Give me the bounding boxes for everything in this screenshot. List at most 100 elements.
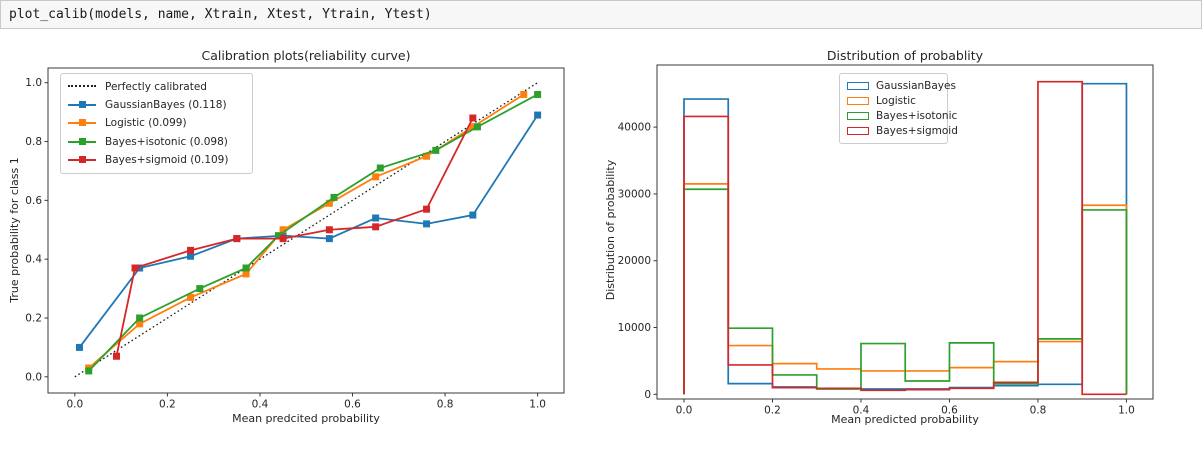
series-marker-logistic: [187, 293, 195, 301]
patch-swatch: [847, 111, 869, 120]
calibration-ylabel: True probability for class 1: [8, 157, 21, 303]
code-input[interactable]: plot_calib(models, name, Xtrain, Xtest, …: [9, 7, 432, 22]
series-marker-bayes+isotonic: [330, 193, 338, 201]
series-marker-bayes+sigmoid: [423, 205, 431, 213]
calibration-legend: Perfectly calibrated GaussianBayes (0.11…: [60, 73, 253, 174]
series-marker-bayes+sigmoid: [233, 235, 241, 243]
series-marker-bayes+isotonic: [136, 314, 144, 322]
series-marker-bayes+isotonic: [274, 232, 282, 240]
series-marker-gaussianbayes: [75, 343, 83, 351]
series-marker-bayes+sigmoid: [131, 264, 139, 272]
legend-item-bayes-isotonic: Bayes+isotonic: [847, 108, 957, 123]
x-tick-label: 0.0: [66, 399, 83, 411]
x-tick-label: 1.0: [529, 399, 546, 411]
dotted-line-swatch: [68, 82, 98, 92]
patch-swatch: [847, 81, 869, 90]
legend-item-perfectly-calibrated: Perfectly calibrated: [68, 78, 245, 96]
line-marker-swatch: [68, 118, 98, 128]
legend-label: Bayes+sigmoid (0.109): [105, 153, 229, 166]
series-marker-bayes+sigmoid: [469, 114, 477, 122]
distribution-legend: GaussianBayes Logistic Bayes+isotonic Ba…: [839, 73, 958, 144]
distribution-title: Distribution of probablity: [826, 48, 984, 63]
series-line-bayes+isotonic: [88, 93, 539, 372]
distribution-xlabel: Mean predicted probability: [831, 413, 979, 426]
series-marker-logistic: [242, 270, 250, 278]
series-marker-bayes+isotonic: [473, 123, 481, 131]
y-tick-label: 30000: [618, 188, 651, 200]
x-tick-label: 0.6: [941, 405, 958, 417]
series-marker-bayes+sigmoid: [372, 223, 380, 231]
legend-item-gaussianbayes: GaussianBayes (0.118): [68, 96, 245, 114]
legend-label: GaussianBayes: [876, 79, 956, 92]
y-tick-label: 20000: [618, 255, 651, 267]
hist-step-bayes+sigmoid: [683, 80, 1127, 396]
series-marker-logistic: [325, 199, 333, 207]
y-tick-label: 0.8: [25, 136, 42, 148]
series-marker-bayes+sigmoid: [187, 246, 195, 254]
y-tick-label: 0.6: [25, 195, 42, 207]
series-marker-logistic: [520, 90, 528, 98]
x-tick-label: 0.6: [344, 399, 361, 411]
legend-item-bayes-isotonic: Bayes+isotonic (0.098): [68, 133, 245, 151]
code-cell[interactable]: plot_calib(models, name, Xtrain, Xtest, …: [0, 0, 1202, 29]
legend-item-logistic: Logistic: [847, 93, 940, 108]
y-tick-label: 1.0: [25, 77, 42, 89]
x-tick-label: 0.8: [437, 399, 454, 411]
patch-swatch: [847, 127, 869, 136]
line-marker-swatch: [68, 155, 98, 165]
calibration-xlabel: Mean predcited probability: [232, 412, 380, 425]
legend-item-gaussianbayes: GaussianBayes: [847, 78, 956, 93]
series-marker-gaussianbayes: [469, 211, 477, 219]
line-marker-swatch: [68, 137, 98, 147]
legend-label: Logistic (0.099): [105, 117, 187, 130]
series-marker-gaussianbayes: [187, 252, 195, 260]
legend-label: Perfectly calibrated: [105, 81, 207, 94]
series-line-gaussianbayes: [78, 114, 539, 348]
series-marker-bayes+isotonic: [432, 146, 440, 154]
y-tick-label: 0.0: [25, 371, 42, 383]
series-marker-bayes+isotonic: [376, 164, 384, 172]
x-tick-label: 0.4: [252, 399, 269, 411]
series-marker-gaussianbayes: [423, 220, 431, 228]
y-tick-label: 0.2: [25, 313, 42, 325]
x-tick-label: 1.0: [1118, 405, 1135, 417]
legend-item-bayes-sigmoid: Bayes+sigmoid: [847, 124, 958, 139]
series-marker-logistic: [372, 173, 380, 181]
hist-step-bayes+isotonic: [683, 188, 1128, 395]
legend-item-bayes-sigmoid: Bayes+sigmoid (0.109): [68, 151, 245, 169]
series-marker-bayes+isotonic: [242, 264, 250, 272]
series-marker-bayes+sigmoid: [279, 235, 287, 243]
series-marker-gaussianbayes: [372, 214, 380, 222]
series-marker-bayes+isotonic: [196, 285, 204, 293]
legend-label: GaussianBayes (0.118): [105, 99, 227, 112]
series-marker-gaussianbayes: [534, 111, 542, 119]
x-tick-label: 0.2: [159, 399, 176, 411]
series-marker-gaussianbayes: [325, 235, 333, 243]
perfectly-calibrated-line: [74, 82, 538, 378]
legend-item-logistic: Logistic (0.099): [68, 114, 245, 132]
series-marker-bayes+sigmoid: [325, 226, 333, 234]
x-tick-label: 0.0: [676, 405, 693, 417]
plot-border: [47, 67, 565, 394]
patch-swatch: [847, 96, 869, 105]
plot-border: [656, 64, 1154, 400]
x-tick-label: 0.8: [1030, 405, 1047, 417]
x-tick-label: 0.2: [764, 405, 781, 417]
y-tick-label: 0: [644, 389, 651, 401]
y-tick-label: 0.4: [25, 254, 42, 266]
series-marker-logistic: [279, 226, 287, 234]
line-marker-swatch: [68, 100, 98, 110]
legend-label: Bayes+sigmoid: [876, 125, 958, 138]
y-tick-label: 40000: [618, 122, 651, 134]
series-marker-logistic: [469, 123, 477, 131]
legend-label: Bayes+isotonic: [876, 109, 958, 122]
series-marker-bayes+isotonic: [534, 90, 542, 98]
x-tick-label: 0.4: [853, 405, 870, 417]
calibration-title: Calibration plots(reliability curve): [201, 48, 411, 63]
series-marker-logistic: [136, 320, 144, 328]
series-marker-gaussianbayes: [136, 264, 144, 272]
legend-label: Bayes+isotonic (0.098): [105, 135, 228, 148]
legend-label: Logistic: [876, 94, 916, 107]
series-marker-bayes+sigmoid: [112, 352, 120, 360]
